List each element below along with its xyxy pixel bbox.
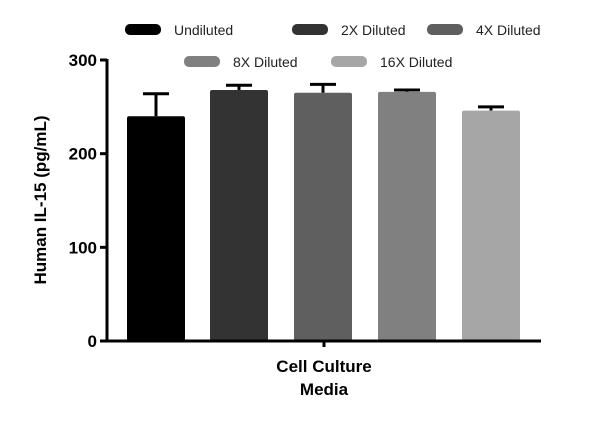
legend-swatch-2 <box>427 24 463 35</box>
x-axis-label-line1: Cell Culture <box>276 357 371 376</box>
legend-label-0: Undiluted <box>174 22 233 38</box>
y-tick-label: 300 <box>69 51 97 70</box>
bar-0 <box>127 116 185 341</box>
y-tick-label: 0 <box>88 332 97 351</box>
y-tick-label: 200 <box>69 145 97 164</box>
legend-swatch-1 <box>292 24 328 35</box>
legend-label-4: 16X Diluted <box>380 54 452 70</box>
bar-3 <box>378 91 436 341</box>
legend-label-3: 8X Diluted <box>233 54 298 70</box>
bar-1 <box>210 89 268 342</box>
x-axis-label-line2: Media <box>300 380 349 399</box>
legend-label-1: 2X Diluted <box>341 22 406 38</box>
legend-swatch-0 <box>125 24 161 35</box>
bar-2 <box>294 92 352 342</box>
legend-swatch-4 <box>331 56 367 67</box>
y-tick-label: 100 <box>69 238 97 257</box>
y-axis-label: Human IL-15 (pg/mL) <box>31 115 50 284</box>
legend-swatch-3 <box>184 56 220 67</box>
bar-4 <box>462 110 520 341</box>
legend-label-2: 4X Diluted <box>476 22 541 38</box>
